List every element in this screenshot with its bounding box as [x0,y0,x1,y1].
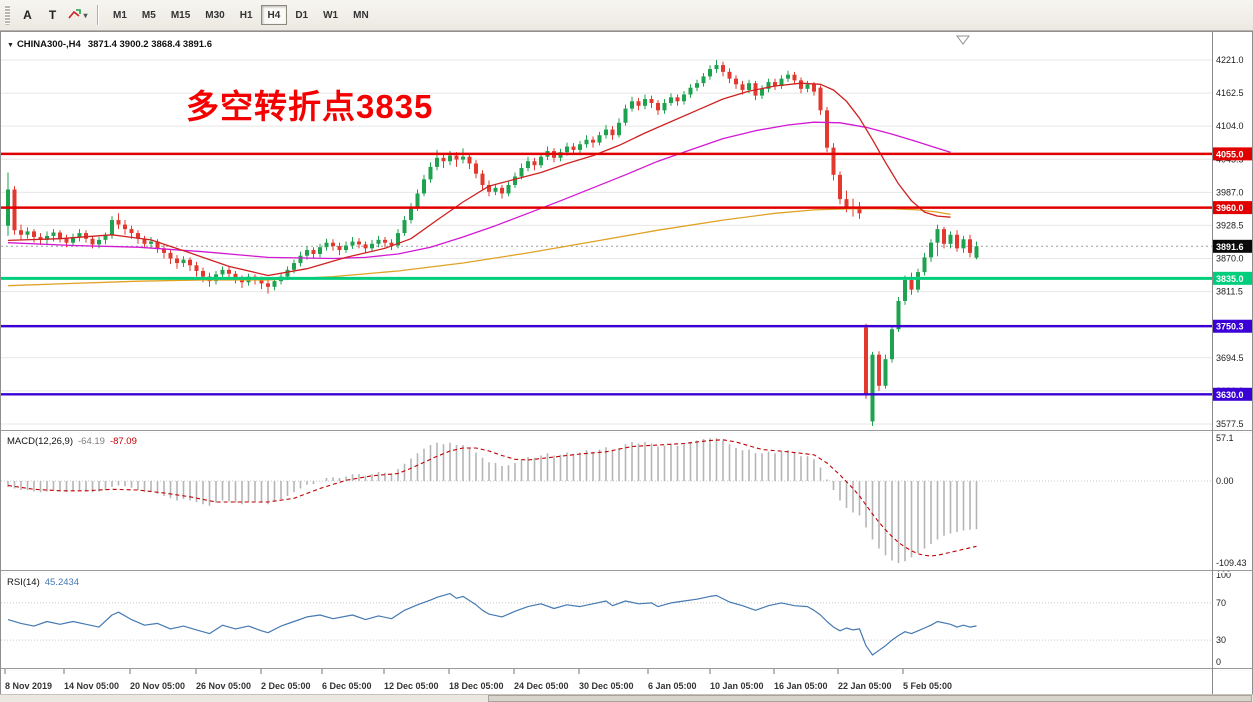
svg-text:-109.43: -109.43 [1216,558,1247,568]
svg-text:3630.0: 3630.0 [1216,390,1244,400]
svg-text:3835.0: 3835.0 [1216,274,1244,284]
svg-text:3928.5: 3928.5 [1216,220,1244,230]
svg-text:4055.0: 4055.0 [1216,149,1244,159]
svg-text:3987.0: 3987.0 [1216,187,1244,197]
svg-text:16 Jan 05:00: 16 Jan 05:00 [774,681,828,691]
svg-text:10 Jan 05:00: 10 Jan 05:00 [710,681,764,691]
timeframe-button-m15[interactable]: M15 [164,5,197,25]
text-tool-button[interactable]: T [41,4,64,26]
svg-text:6 Dec 05:00: 6 Dec 05:00 [322,681,372,691]
timeframe-button-d1[interactable]: D1 [288,5,315,25]
price-chart-canvas[interactable]: 4221.04162.54104.04045.53987.03928.53870… [0,31,1253,702]
font-tool-button[interactable]: A [16,4,39,26]
symbol-period-label: CHINA300-,H4 [16,39,81,50]
svg-text:0: 0 [1216,657,1221,667]
candles-layer[interactable] [6,59,979,426]
svg-text:20 Nov 05:00: 20 Nov 05:00 [130,681,185,691]
svg-text:57.1: 57.1 [1216,433,1234,443]
svg-text:2 Dec 05:00: 2 Dec 05:00 [261,681,311,691]
svg-text:18 Dec 05:00: 18 Dec 05:00 [449,681,504,691]
svg-text:6 Jan 05:00: 6 Jan 05:00 [648,681,697,691]
timeframe-button-w1[interactable]: W1 [316,5,345,25]
ohlc-values: 3871.4 3900.2 3868.4 3891.6 [87,39,212,50]
svg-text:26 Nov 05:00: 26 Nov 05:00 [196,681,251,691]
svg-text:12 Dec 05:00: 12 Dec 05:00 [384,681,439,691]
toolbar-grip[interactable] [5,5,10,25]
horizontal-level-lines [1,152,1212,396]
price-axis: 4221.04162.54104.04045.53987.03928.53870… [1213,55,1253,429]
rsi-panel: 100 70 30 0 [1,570,1231,667]
svg-text:3694.5: 3694.5 [1216,353,1244,363]
timeframe-group: M1 M5 M15 M30 H1 H4 D1 W1 MN [106,5,376,25]
svg-text:3750.3: 3750.3 [1216,322,1244,332]
svg-text:4221.0: 4221.0 [1216,55,1244,65]
svg-text:8 Nov 2019: 8 Nov 2019 [5,681,52,691]
arrow-object-icon [67,7,82,24]
svg-text:3811.5: 3811.5 [1216,287,1243,297]
horizontal-scrollbar[interactable] [0,694,1253,702]
macd-panel: 57.1 0.00 -109.43 [1,433,1247,568]
dropdown-caret-icon: ▾ [83,10,88,20]
toolbar-separator [97,5,98,25]
ma-mid-magenta [7,121,951,260]
timeframe-button-h4[interactable]: H4 [260,5,288,25]
svg-text:24 Dec 05:00: 24 Dec 05:00 [514,681,569,691]
chart-title: ▼ CHINA300-,H4 3871.4 3900.2 3868.4 3891.6 [7,39,212,50]
timeframe-button-h1[interactable]: H1 [233,5,260,25]
rsi-value: 45.2434 [44,577,80,588]
timeframe-button-m30[interactable]: M30 [198,5,231,25]
svg-text:5 Feb 05:00: 5 Feb 05:00 [903,681,952,691]
chart-shift-marker [956,35,970,45]
timeframe-button-m5[interactable]: M5 [135,5,163,25]
ma-fast-red [7,82,951,277]
macd-indicator-label: MACD(12,26,9) -64.19 -87.09 [7,436,137,447]
svg-text:4104.0: 4104.0 [1216,121,1244,131]
time-axis: 8 Nov 2019 14 Nov 05:00 20 Nov 05:00 26 Nov… [4,669,952,691]
rsi-indicator-label: RSI(14) 45.2434 [7,577,79,588]
svg-text:30: 30 [1216,635,1226,645]
scrollbar-thumb[interactable] [488,695,1252,702]
svg-text:3891.6: 3891.6 [1216,242,1244,252]
svg-text:70: 70 [1216,598,1226,608]
svg-text:14 Nov 05:00: 14 Nov 05:00 [64,681,119,691]
svg-text:4162.5: 4162.5 [1216,88,1244,98]
toolbar: A T ▾ M1 M5 M15 M30 H1 H4 D1 W1 MN [0,0,1253,31]
svg-text:100: 100 [1216,570,1231,580]
svg-text:3577.5: 3577.5 [1216,419,1244,429]
macd-signal-value: -87.09 [109,436,137,447]
macd-name: MACD(12,26,9) [7,436,73,447]
macd-main-value: -64.19 [78,436,105,447]
objects-tool-button[interactable]: ▾ [66,4,89,26]
svg-text:3960.0: 3960.0 [1216,203,1244,213]
chart-background [0,31,1253,702]
timeframe-button-mn[interactable]: MN [346,5,376,25]
svg-text:30 Dec 05:00: 30 Dec 05:00 [579,681,634,691]
timeframe-button-m1[interactable]: M1 [106,5,134,25]
symbol-dropdown-icon[interactable]: ▼ [7,42,14,49]
rsi-name: RSI(14) [7,577,40,588]
chart-annotation-text[interactable]: 多空转折点3835 [186,88,434,125]
svg-text:3870.0: 3870.0 [1216,254,1244,264]
svg-text:22 Jan 05:00: 22 Jan 05:00 [838,681,892,691]
svg-text:0.00: 0.00 [1216,476,1234,486]
